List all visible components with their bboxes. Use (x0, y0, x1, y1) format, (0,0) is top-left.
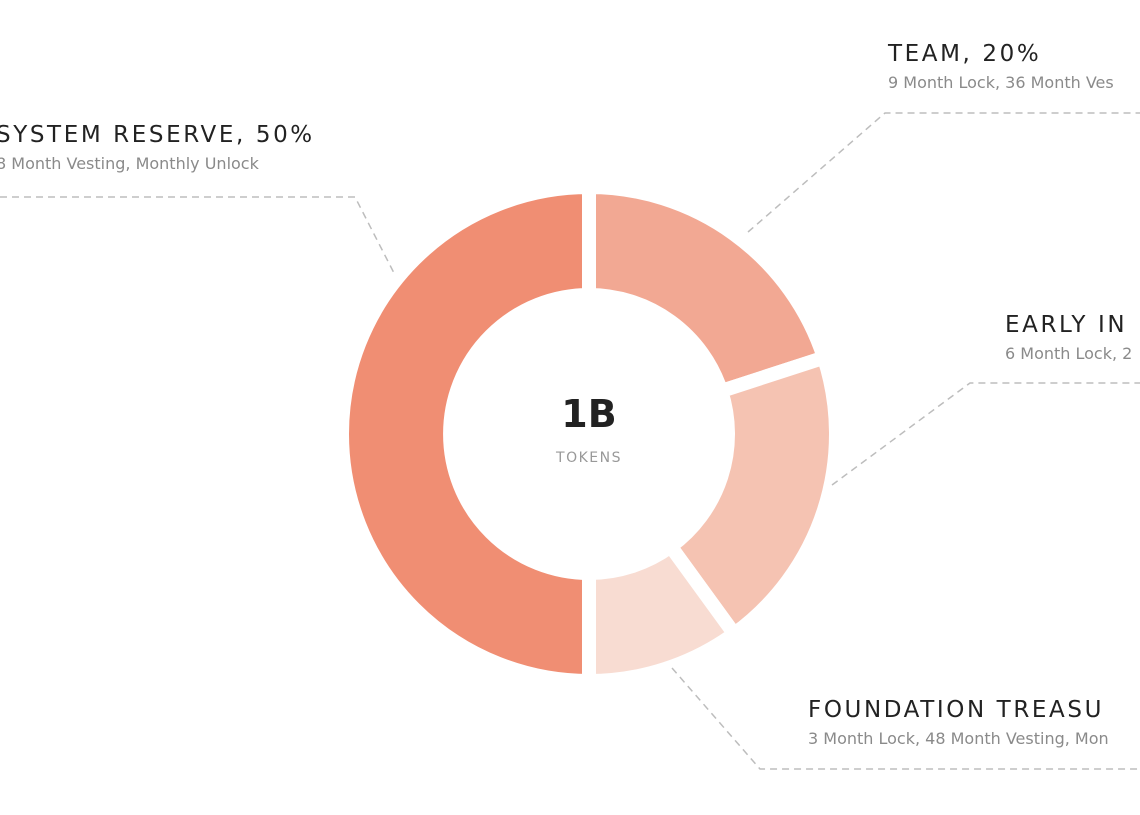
slice-team (582, 179, 833, 400)
label-team: TEAM, 20% 9 Month Lock, 36 Month Ves (888, 40, 1114, 94)
label-ecosystem-reserve: SYSTEM RESERVE, 50% 8 Month Vesting, Mon… (0, 121, 315, 175)
label-foundation-treasury: FOUNDATION TREASU 3 Month Lock, 48 Month… (808, 696, 1109, 750)
leader-line-ecosystem-reserve (0, 196, 396, 276)
label-title: SYSTEM RESERVE, 50% (0, 122, 315, 148)
leader-line-team (747, 112, 1140, 233)
label-title: FOUNDATION TREASU (808, 697, 1105, 723)
center-value: 1B (561, 392, 617, 436)
label-subtitle: 6 Month Lock, 2 (1005, 344, 1133, 363)
leader-line-early-investors (831, 382, 1140, 486)
label-subtitle: 3 Month Lock, 48 Month Vesting, Mon (808, 729, 1109, 748)
label-early-investors: EARLY IN 6 Month Lock, 2 (1005, 311, 1132, 365)
label-title: EARLY IN (1005, 312, 1128, 338)
slice-ecosystem-reserve (335, 179, 596, 689)
label-title: TEAM, 20% (888, 41, 1042, 67)
leader-line-foundation-treasury (671, 667, 1140, 770)
center-label: TOKENS (556, 450, 622, 466)
slice-early-investors (660, 348, 843, 644)
label-subtitle: 9 Month Lock, 36 Month Ves (888, 73, 1114, 92)
label-subtitle: 8 Month Vesting, Monthly Unlock (0, 154, 259, 173)
